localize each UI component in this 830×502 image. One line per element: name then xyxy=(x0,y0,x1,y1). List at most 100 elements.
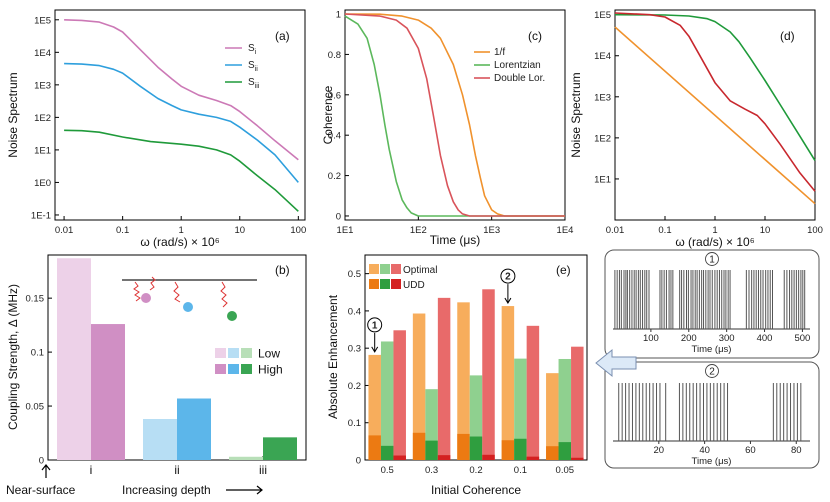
panel-e-markers: 12 xyxy=(367,268,516,353)
panel-c-frame xyxy=(344,9,566,221)
spin-iii-icon xyxy=(227,311,237,321)
category-label: 0.2 xyxy=(469,465,482,476)
y-tick-label: 0.1 xyxy=(31,348,44,359)
y-tick-label: 1E-1 xyxy=(31,210,51,221)
x-tick-label: 1 xyxy=(179,225,184,236)
y-tick-label: 0.05 xyxy=(26,402,45,413)
x-tick-label: 1E4 xyxy=(557,225,574,236)
x-tick-label: 100 xyxy=(290,225,306,236)
series-line-s-iii xyxy=(64,129,299,212)
panel-d-xlabel: ω (rad/s) × 10⁶ xyxy=(675,235,754,249)
panel-a-legend: Si Sii Siii xyxy=(225,43,260,90)
y-tick-label: 0 xyxy=(336,211,341,222)
near-surface-annotation: Near-surface xyxy=(6,483,76,497)
sequence-2-plot: 2 20 40 60 80 Time (μs) xyxy=(613,364,810,467)
depth-arrow-icon xyxy=(226,485,263,495)
category-label: 0.1 xyxy=(514,465,527,476)
category-label: 0.5 xyxy=(381,465,394,476)
y-tick-label: 0.6 xyxy=(328,90,341,101)
bar-udd-0.5 xyxy=(368,435,381,460)
category-label: 0.3 xyxy=(425,465,438,476)
series-line-double-lor- xyxy=(614,12,816,192)
panel-e-xlabel: Initial Coherence xyxy=(431,483,521,497)
legend-label: Lorentzian xyxy=(494,60,541,71)
y-tick-label: 1E1 xyxy=(34,145,51,156)
legend-swatch xyxy=(369,264,379,274)
panel-e-bars xyxy=(368,289,584,460)
legend-swatch xyxy=(215,348,226,358)
x-tick-label: 1 xyxy=(712,225,717,236)
panel-a-xlabel: ω (rad/s) × 10⁶ xyxy=(140,235,219,249)
marker-arrow-icon xyxy=(504,284,512,305)
panel-e-legend: Optimal UDD xyxy=(369,264,437,291)
panel-b-ylabel: Coupling Strength, Δ (MHz) xyxy=(6,284,20,430)
panel-b-legend: Low High xyxy=(215,347,283,377)
sequence-tick-label: 200 xyxy=(681,333,697,344)
sequence-number: 2 xyxy=(709,367,715,378)
legend-label: High xyxy=(258,363,283,377)
x-tick-label: 1E3 xyxy=(483,225,500,236)
bar-udd-0.1 xyxy=(514,438,527,460)
y-tick-label: 1E1 xyxy=(594,174,611,185)
legend-label: UDD xyxy=(403,280,425,291)
sequence-tick-label: 60 xyxy=(745,445,756,456)
series-line-double-lor- xyxy=(344,13,565,217)
y-tick-label: 1E5 xyxy=(34,15,51,26)
panel-b-coupling-bars: 00.050.10.15i ii iii (b) Coupling Strength… xyxy=(6,254,307,497)
legend-label: 1/f xyxy=(494,47,505,58)
sequence-tick-label: 400 xyxy=(757,333,773,344)
bar-udd-0.1 xyxy=(501,440,515,460)
bar-optimal-0.05 xyxy=(546,373,559,460)
panel-e-ylabel: Absolute Enhancement xyxy=(326,294,340,419)
legend-swatch xyxy=(228,348,239,358)
category-label: i xyxy=(90,463,93,477)
sequence-tick-label: 20 xyxy=(654,445,665,456)
y-tick-label: 0.8 xyxy=(328,50,341,61)
category-label: ii xyxy=(174,463,179,477)
bar-optimal-0.1 xyxy=(514,358,527,460)
panel-a-ticks: 0.01 0.1 1 10 100 1E-1 1E0 1E1 1E2 1E3 1E4 1E5 xyxy=(31,15,306,236)
category-label: 0.05 xyxy=(556,465,575,476)
legend-label: Optimal xyxy=(403,265,437,276)
y-tick-label: 1E3 xyxy=(594,92,611,103)
bar-low-ii xyxy=(143,419,177,460)
sequence-xlabel: Time (μs) xyxy=(692,344,732,355)
y-tick-label: 1E0 xyxy=(34,178,51,189)
sequence-tick-label: 300 xyxy=(719,333,735,344)
sequence-number-circle xyxy=(705,252,719,266)
panel-a-label: (a) xyxy=(275,29,290,43)
bar-optimal-0.5 xyxy=(393,330,406,460)
surface-spin-illustration xyxy=(122,276,257,321)
increasing-depth-annotation: Increasing depth xyxy=(122,483,211,497)
bar-optimal-0.5 xyxy=(368,354,381,460)
series-line-s-ii xyxy=(64,62,299,183)
legend-label: Low xyxy=(258,347,280,361)
series-line-1-f xyxy=(614,26,816,205)
y-tick-label: 1E4 xyxy=(594,51,611,62)
sequence-number-circle xyxy=(705,364,719,378)
sequence-tick-label: 40 xyxy=(699,445,710,456)
sequence-1-plot: 1 100 200 300 400 500 Time (μs) xyxy=(613,252,810,355)
panel-b-bars xyxy=(57,258,297,460)
panel-b-ticks: 00.050.10.15i ii iii xyxy=(26,294,268,477)
legend-label: Si xyxy=(248,43,257,56)
pulse-sequence-insets: 1 100 200 300 400 500 Time (μs) 2 20 40 60 80 Time … xyxy=(595,249,820,469)
legend-swatch xyxy=(241,348,252,358)
bar-optimal-0.2 xyxy=(457,302,470,460)
x-tick-label: 0.1 xyxy=(116,225,129,236)
x-tick-label: 100 xyxy=(807,225,823,236)
legend-swatch xyxy=(391,279,401,289)
legend-swatch xyxy=(215,364,226,374)
panel-c-coherence: 1E1 1E2 1E3 1E4 0 0.2 0.4 0.6 0.8 1 (c) Time (μs)… xyxy=(321,9,574,247)
bar-high-iii xyxy=(263,437,297,460)
x-tick-label: 10 xyxy=(234,225,245,236)
bar-high-ii xyxy=(177,398,211,460)
panel-d-noise-spectra: 0.01 0.1 1 10 100 1E1 1E2 1E3 1E4 1E5 (d) ω (rad/… xyxy=(569,9,823,249)
series-line-lorentzian xyxy=(344,15,565,217)
legend-swatch xyxy=(228,364,239,374)
bar-udd-0.5 xyxy=(393,455,406,460)
x-tick-label: 0.01 xyxy=(55,225,74,236)
panel-e-enhancement-bars: 0 0.1 0.2 0.3 0.4 0.5 0.5 0.3 0.2 0.1 0.05 (e) Ini… xyxy=(326,254,588,497)
